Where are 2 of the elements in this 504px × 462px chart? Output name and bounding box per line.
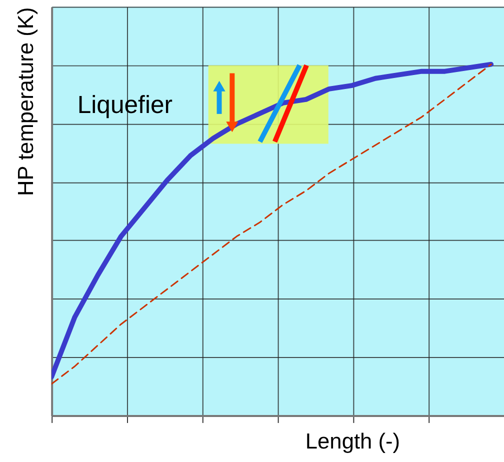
y-axis-title: HP temperature (K): [13, 7, 38, 196]
x-axis-title: Length (-): [305, 428, 400, 454]
